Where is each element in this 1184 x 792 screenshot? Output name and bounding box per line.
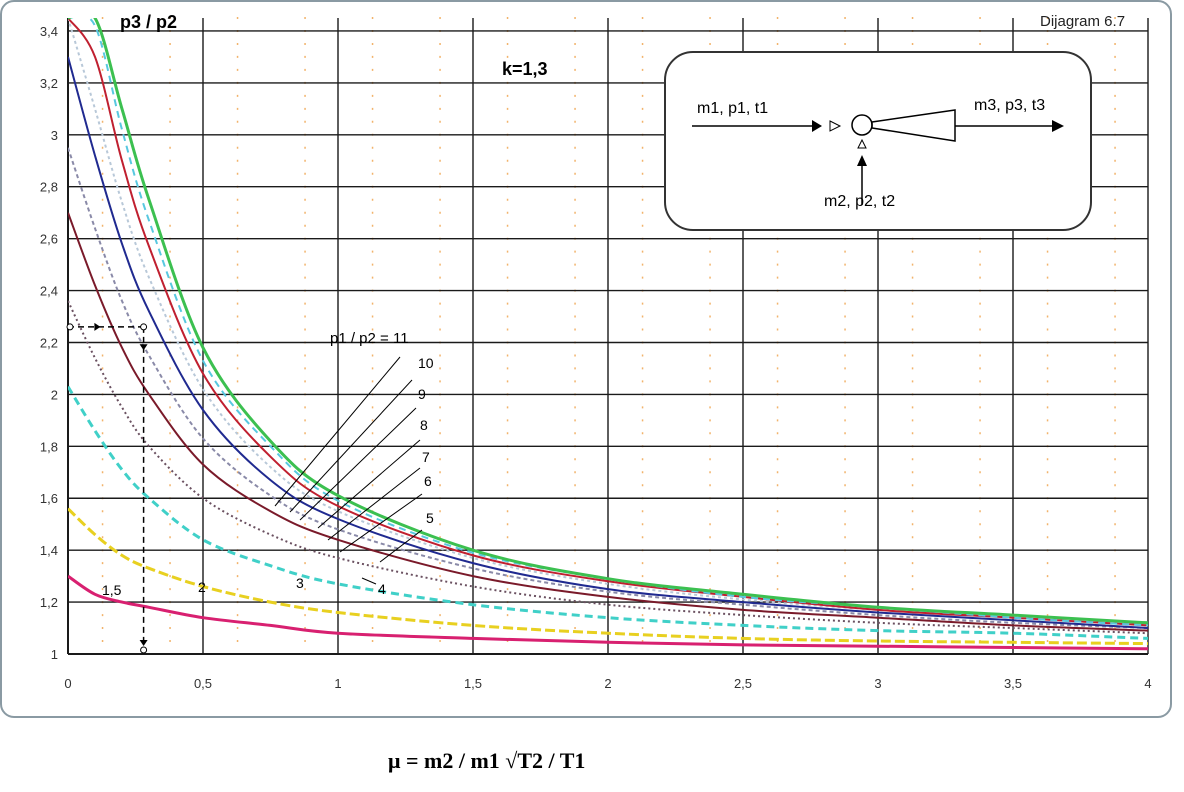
arrow-right-icon (812, 120, 822, 132)
curve-11 (68, 18, 1148, 625)
inlet2-label: m2, p2, t2 (824, 193, 895, 210)
x-tick-label: 0,5 (194, 676, 212, 691)
x-tick-label: 0 (64, 676, 71, 691)
leader-line (274, 356, 401, 507)
curve-label-10: 10 (418, 355, 434, 371)
arrow-right-icon (94, 322, 101, 331)
marker-circle (140, 323, 148, 331)
inlet1-label: m1, p1, t1 (697, 100, 768, 117)
chart-svg: 0 0,5 1 1,5 2 2,5 3 3,5 4 1 1,2 1,4 1,6 1,8 2 2,2 2,4 2,… (40, 12, 1152, 691)
marker-circle (140, 646, 148, 654)
marker-circle (66, 323, 74, 331)
x-axis-label: μ = m2 / m1 √T2 / T1 (388, 748, 586, 773)
arrow-right-icon (1052, 120, 1064, 132)
curve-leader-lines (274, 356, 423, 585)
y-tick-label: 2,6 (40, 232, 58, 247)
leader-line (361, 577, 377, 585)
curve-label-1-5: 1,5 (102, 582, 122, 598)
curve-3 (68, 385, 1148, 640)
k-label: k=1,3 (502, 59, 548, 79)
x-tick-labels: 0 0,5 1 1,5 2 2,5 3 3,5 4 (64, 676, 1151, 691)
y-tick-label: 1,8 (40, 439, 58, 454)
y-tick-label: 2,8 (40, 180, 58, 195)
curve-label-3: 3 (296, 575, 304, 591)
curve-7 (68, 56, 1148, 629)
leader-line (299, 407, 417, 521)
curve-title: p1 / p2 = 11 (330, 330, 409, 347)
curve-labels: 1,5 2 3 4 5 6 7 8 9 10 (102, 355, 434, 598)
curve-series (68, 18, 1148, 651)
schematic-box: m1, p1, t1 m3, p3, t3 m2, p2, t2 (664, 51, 1092, 231)
mixing-chamber-icon (851, 114, 873, 136)
leader-line (289, 379, 413, 513)
y-tick-label: 3 (51, 128, 58, 143)
curve-label-7: 7 (422, 449, 430, 465)
leader-line (327, 467, 421, 541)
y-tick-label: 3,2 (40, 76, 58, 91)
y-tick-label: 3,4 (40, 24, 58, 39)
curve-label-9: 9 (418, 386, 426, 402)
y-axis-label: p3 / p2 (120, 12, 177, 32)
y-tick-label: 2,4 (40, 284, 58, 299)
leader-line (317, 439, 421, 529)
x-tick-label: 1 (334, 676, 341, 691)
diffuser-icon (871, 109, 956, 142)
x-tick-label: 2 (604, 676, 611, 691)
curve-5 (68, 212, 1148, 632)
x-tick-label: 4 (1144, 676, 1151, 691)
y-tick-labels: 1 1,2 1,4 1,6 1,8 2 2,2 2,4 2,6 2,8 3 3,2 3,4 (40, 24, 58, 662)
curve-label-4: 4 (378, 581, 386, 597)
leader-line (379, 529, 423, 563)
x-tick-label: 3,5 (1004, 676, 1022, 691)
y-tick-label: 2,2 (40, 335, 58, 350)
x-tick-label: 2,5 (734, 676, 752, 691)
outlet-label: m3, p3, t3 (974, 97, 1045, 114)
arrow-down-icon (139, 344, 148, 351)
x-tick-label: 1,5 (464, 676, 482, 691)
y-tick-label: 1,6 (40, 491, 58, 506)
arrow-down-icon (139, 640, 148, 646)
y-tick-label: 1,2 (40, 595, 58, 610)
curve-1-5 (68, 574, 1148, 651)
curve-2 (68, 507, 1148, 646)
y-tick-label: 2 (51, 387, 58, 402)
curve-label-2: 2 (198, 579, 206, 595)
nozzle-up-icon (857, 138, 867, 149)
diagram-label: Dijagram 6.7 (1040, 13, 1125, 30)
curve-label-5: 5 (426, 510, 434, 526)
x-tick-label: 3 (874, 676, 881, 691)
example-construction (66, 322, 148, 654)
curve-label-8: 8 (420, 417, 428, 433)
arrow-up-icon (857, 155, 867, 166)
curve-label-6: 6 (424, 473, 432, 489)
leader-line (339, 493, 423, 553)
y-tick-label: 1 (51, 647, 58, 662)
y-tick-label: 1,4 (40, 543, 58, 558)
nozzle-icon (829, 120, 842, 132)
